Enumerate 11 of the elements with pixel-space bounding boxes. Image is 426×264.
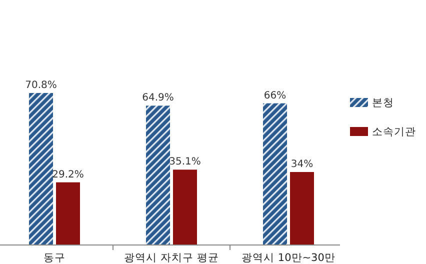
data-label: 29.2% bbox=[52, 169, 84, 180]
data-label: 64.9% bbox=[142, 92, 174, 104]
data-label: 34% bbox=[290, 159, 314, 170]
legend-label: 소속기관 bbox=[372, 126, 416, 138]
legend-label: 본청 bbox=[372, 97, 394, 109]
data-label: 35.1% bbox=[169, 156, 201, 168]
x-tick-label: 광역시 자치구 평균 bbox=[124, 252, 219, 264]
data-label: 70.8% bbox=[25, 80, 57, 91]
x-tick-label: 동구 bbox=[44, 252, 66, 264]
x-tick-label: 광역시 10만~30만 bbox=[242, 252, 336, 264]
data-label: 66% bbox=[264, 90, 286, 102]
